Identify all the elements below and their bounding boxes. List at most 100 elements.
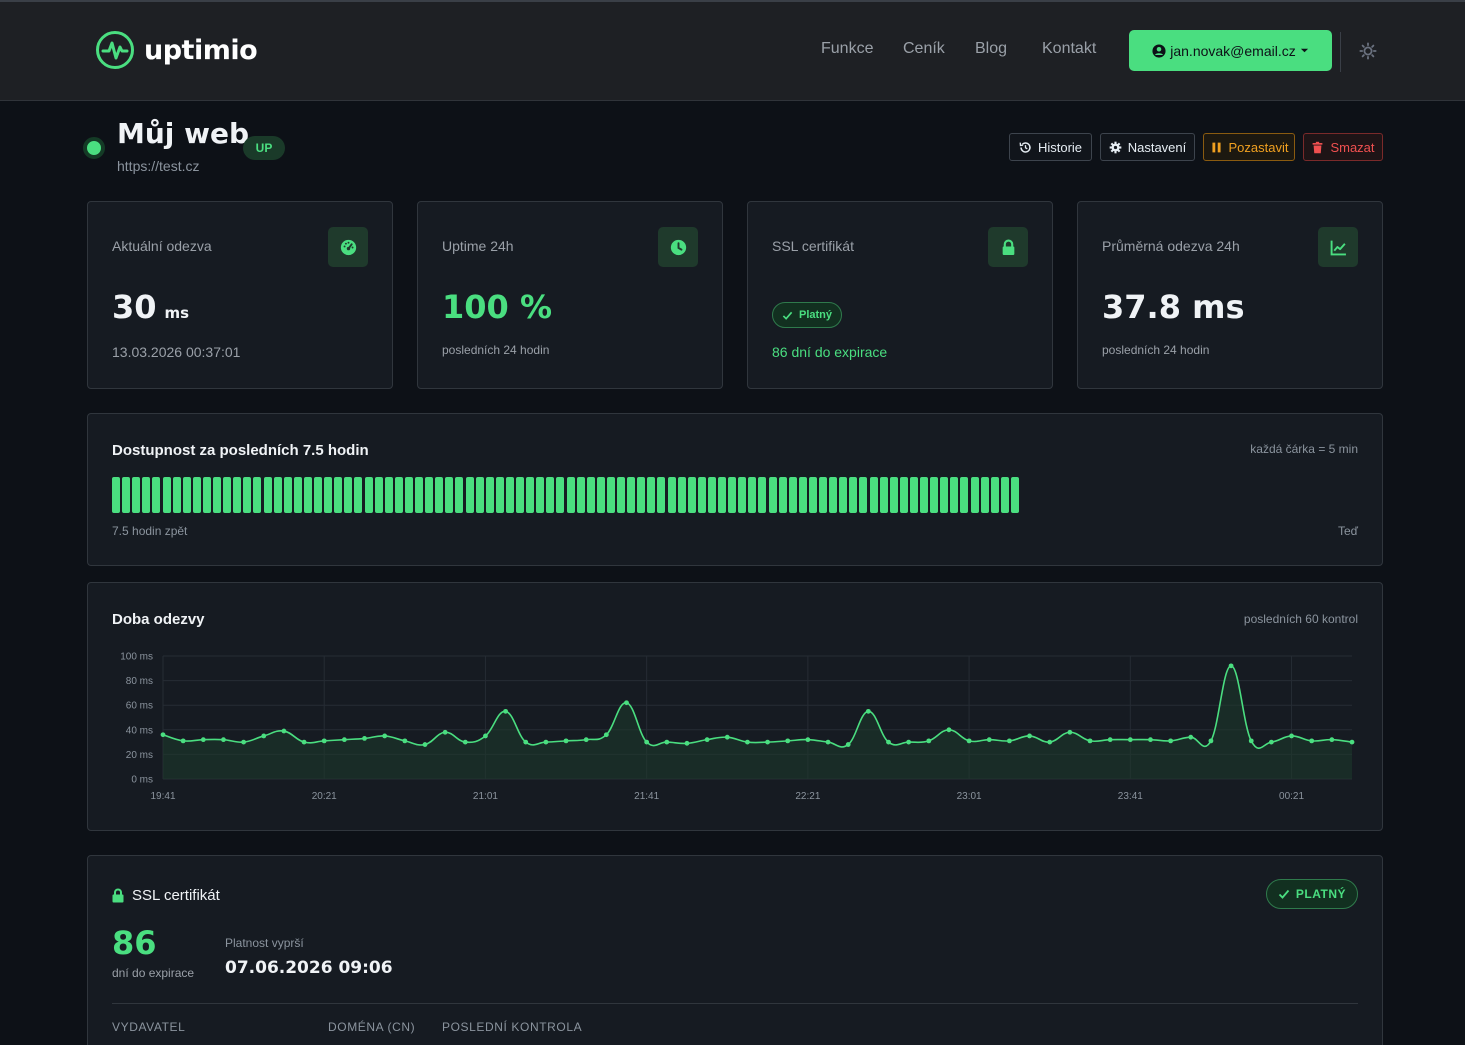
- availability-bar[interactable]: [485, 477, 494, 513]
- availability-bar[interactable]: [596, 477, 605, 513]
- availability-bar[interactable]: [364, 477, 373, 513]
- availability-bar[interactable]: [243, 477, 252, 513]
- availability-bar[interactable]: [758, 477, 767, 513]
- availability-bar[interactable]: [425, 477, 434, 513]
- availability-bar[interactable]: [788, 477, 797, 513]
- availability-bar[interactable]: [798, 477, 807, 513]
- availability-bar[interactable]: [576, 477, 585, 513]
- availability-bar[interactable]: [415, 477, 423, 513]
- availability-bar[interactable]: [172, 477, 181, 513]
- availability-bar[interactable]: [768, 477, 777, 513]
- settings-button[interactable]: Nastavení: [1100, 133, 1195, 161]
- availability-bar[interactable]: [465, 477, 474, 513]
- availability-bar[interactable]: [556, 477, 565, 513]
- availability-bar[interactable]: [677, 477, 686, 513]
- availability-bar[interactable]: [1010, 477, 1019, 513]
- nav-link-blog[interactable]: Blog: [975, 40, 1008, 57]
- availability-bar[interactable]: [445, 477, 454, 513]
- availability-bar[interactable]: [354, 477, 363, 513]
- availability-bar[interactable]: [748, 477, 757, 513]
- pause-button[interactable]: Pozastavit: [1203, 133, 1295, 161]
- availability-bar[interactable]: [647, 477, 656, 513]
- availability-bar[interactable]: [637, 477, 646, 513]
- nav-link-kontakt[interactable]: Kontakt: [1042, 40, 1097, 57]
- availability-bar[interactable]: [879, 477, 888, 513]
- availability-bar[interactable]: [435, 477, 444, 513]
- availability-bar[interactable]: [162, 477, 171, 513]
- availability-bar[interactable]: [909, 477, 918, 513]
- theme-toggle-icon[interactable]: [1359, 42, 1377, 60]
- availability-bar[interactable]: [930, 477, 939, 513]
- availability-bar[interactable]: [112, 477, 120, 513]
- availability-bar[interactable]: [334, 477, 343, 513]
- availability-bar[interactable]: [738, 477, 747, 513]
- availability-bar[interactable]: [970, 477, 979, 513]
- availability-bar[interactable]: [707, 477, 716, 513]
- availability-bar[interactable]: [920, 477, 928, 513]
- availability-bar[interactable]: [627, 477, 636, 513]
- availability-bar[interactable]: [475, 477, 484, 513]
- monitor-url[interactable]: https://test.cz: [117, 158, 200, 174]
- availability-bar[interactable]: [849, 477, 858, 513]
- availability-bar[interactable]: [394, 477, 403, 513]
- availability-bar[interactable]: [536, 477, 545, 513]
- availability-bar[interactable]: [505, 477, 514, 513]
- availability-bar[interactable]: [566, 477, 575, 513]
- availability-bar[interactable]: [495, 477, 504, 513]
- availability-bar[interactable]: [697, 477, 706, 513]
- availability-bar[interactable]: [516, 477, 524, 513]
- delete-button[interactable]: Smazat: [1303, 133, 1383, 161]
- availability-bar[interactable]: [778, 477, 787, 513]
- availability-bar[interactable]: [667, 477, 676, 513]
- availability-bar[interactable]: [192, 477, 201, 513]
- availability-bar[interactable]: [182, 477, 191, 513]
- availability-bar[interactable]: [899, 477, 908, 513]
- availability-bar[interactable]: [344, 477, 353, 513]
- availability-bar[interactable]: [132, 477, 141, 513]
- availability-bar[interactable]: [546, 477, 555, 513]
- availability-bar[interactable]: [990, 477, 999, 513]
- availability-bar[interactable]: [950, 477, 959, 513]
- availability-bar[interactable]: [819, 477, 827, 513]
- availability-bar[interactable]: [303, 477, 312, 513]
- availability-bar[interactable]: [455, 477, 464, 513]
- availability-bar[interactable]: [586, 477, 595, 513]
- availability-bar[interactable]: [122, 477, 131, 513]
- availability-bar[interactable]: [253, 477, 262, 513]
- availability-bar[interactable]: [960, 477, 969, 513]
- availability-bar[interactable]: [728, 477, 737, 513]
- availability-bar[interactable]: [718, 477, 726, 513]
- nav-link-cenik[interactable]: Ceník: [903, 40, 945, 57]
- availability-bar[interactable]: [314, 477, 322, 513]
- brand-logo[interactable]: uptimio: [95, 30, 258, 70]
- availability-bar[interactable]: [142, 477, 151, 513]
- availability-bar[interactable]: [829, 477, 838, 513]
- availability-bar[interactable]: [263, 477, 272, 513]
- availability-bar[interactable]: [869, 477, 878, 513]
- availability-bar[interactable]: [657, 477, 666, 513]
- availability-bar[interactable]: [152, 477, 161, 513]
- availability-bar[interactable]: [526, 477, 535, 513]
- availability-bar[interactable]: [384, 477, 393, 513]
- availability-bar[interactable]: [889, 477, 898, 513]
- availability-bar[interactable]: [808, 477, 817, 513]
- availability-bar[interactable]: [233, 477, 242, 513]
- availability-bar[interactable]: [839, 477, 848, 513]
- availability-bar[interactable]: [606, 477, 615, 513]
- availability-bar[interactable]: [617, 477, 625, 513]
- nav-link-funkce[interactable]: Funkce: [821, 40, 874, 57]
- availability-bar[interactable]: [687, 477, 696, 513]
- availability-bar[interactable]: [273, 477, 282, 513]
- user-menu-button[interactable]: jan.novak@email.cz: [1129, 30, 1332, 71]
- availability-bar[interactable]: [859, 477, 868, 513]
- availability-bar[interactable]: [293, 477, 302, 513]
- availability-bar[interactable]: [374, 477, 383, 513]
- availability-bar[interactable]: [202, 477, 211, 513]
- availability-bar[interactable]: [283, 477, 292, 513]
- availability-bar[interactable]: [980, 477, 989, 513]
- availability-bar[interactable]: [223, 477, 232, 513]
- availability-bar[interactable]: [324, 477, 333, 513]
- history-button[interactable]: Historie: [1009, 133, 1092, 161]
- availability-bar[interactable]: [940, 477, 949, 513]
- availability-bar[interactable]: [213, 477, 221, 513]
